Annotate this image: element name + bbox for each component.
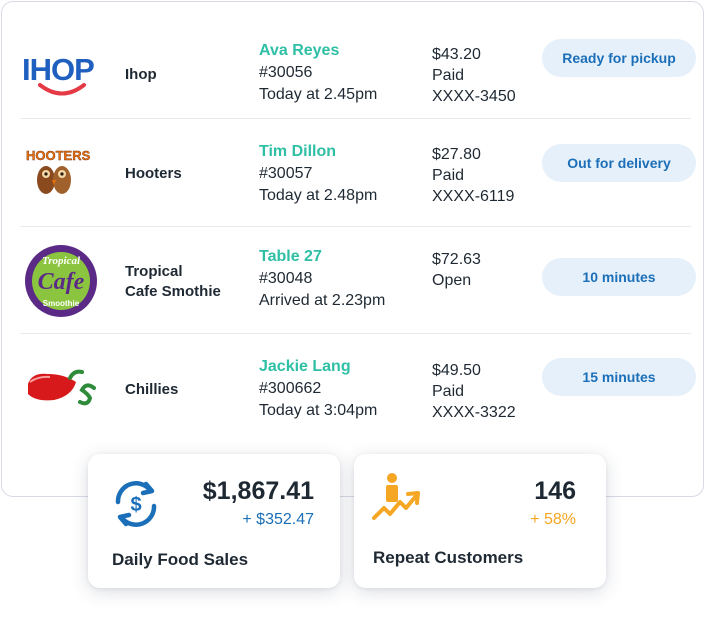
- customer-name: Jackie Lang: [259, 358, 351, 375]
- customer-info: Table 27 #30048 Arrived at 2.23pm: [259, 246, 385, 312]
- svg-text:HOOTERS: HOOTERS: [26, 148, 91, 163]
- ihop-logo: IHOP: [22, 52, 95, 96]
- customer-name: Ava Reyes: [259, 42, 340, 59]
- order-row-ihop[interactable]: IHOP Ihop Ava Reyes #30056 Today at 2.45…: [2, 2, 703, 120]
- customer-info: Ava Reyes #30056 Today at 2.45pm: [259, 40, 377, 106]
- order-amount: $43.20: [432, 46, 481, 63]
- repeat-customers-card[interactable]: 146 + 58% Repeat Customers: [354, 454, 606, 588]
- store-name: Hooters: [125, 165, 182, 182]
- order-time: Arrived at 2.23pm: [259, 292, 386, 309]
- order-time: Today at 2.45pm: [259, 86, 378, 103]
- stat-label: Repeat Customers: [373, 548, 524, 567]
- order-amount: $72.63: [432, 251, 481, 268]
- stat-delta: + 58%: [530, 511, 576, 528]
- store-name: Ihop: [125, 66, 157, 83]
- order-amount: $27.80: [432, 146, 481, 163]
- order-row-tropical-cafe[interactable]: Tropical Cafe Smoothie Tropical Cafe Smo…: [2, 227, 703, 333]
- order-number: #30056: [259, 64, 313, 81]
- order-time: Today at 3:04pm: [259, 402, 378, 419]
- payment-info: $49.50 Paid XXXX-3322: [432, 360, 516, 423]
- card-number: XXXX-6119: [432, 188, 515, 205]
- customer-info: Tim Dillon #30057 Today at 2.48pm: [259, 141, 377, 207]
- person-climbing-stairs-icon: [372, 473, 420, 520]
- payment-status: Paid: [432, 383, 465, 400]
- chilis-pepper-logo: [28, 369, 96, 406]
- payment-info: $27.80 Paid XXXX-6119: [432, 144, 514, 207]
- row-divider: [20, 226, 691, 227]
- order-row-chillies[interactable]: Chillies Jackie Lang #300662 Today at 3:…: [2, 334, 703, 444]
- svg-text:Cafe: Cafe: [38, 269, 85, 295]
- payment-status: Paid: [432, 167, 465, 184]
- svg-text:$: $: [130, 494, 141, 516]
- customer-info: Jackie Lang #300662 Today at 3:04pm: [259, 356, 377, 422]
- order-number: #30048: [259, 270, 313, 287]
- payment-info: $43.20 Paid XXXX-3450: [432, 44, 516, 107]
- status-badge[interactable]: 15 minutes: [542, 358, 696, 396]
- customer-name: Table 27: [259, 248, 322, 265]
- order-number: #300662: [259, 380, 322, 397]
- store-name-line: Tropical: [125, 263, 183, 280]
- hooters-logo: HOOTERS: [26, 148, 91, 194]
- dollar-cycle-icon: $: [115, 481, 157, 527]
- row-divider: [20, 333, 691, 334]
- svg-text:Smoothie: Smoothie: [43, 299, 80, 308]
- stat-delta: + $352.47: [242, 511, 314, 528]
- payment-status: Paid: [432, 67, 465, 84]
- status-badge[interactable]: Out for delivery: [542, 144, 696, 182]
- daily-food-sales-card[interactable]: $ $1,867.41 + $352.47 Daily Food Sales: [88, 454, 340, 588]
- svg-text:Tropical: Tropical: [42, 255, 81, 267]
- order-number: #30057: [259, 165, 313, 182]
- order-time: Today at 2.48pm: [259, 187, 378, 204]
- orders-card: IHOP Ihop Ava Reyes #30056 Today at 2.45…: [1, 1, 704, 497]
- tropical-smoothie-cafe-logo: Tropical Cafe Smoothie: [25, 245, 97, 317]
- card-number: XXXX-3450: [432, 88, 516, 105]
- status-badge[interactable]: Ready for pickup: [542, 39, 696, 77]
- card-number: XXXX-3322: [432, 404, 516, 421]
- store-name: Chillies: [125, 381, 179, 398]
- order-amount: $49.50: [432, 362, 481, 379]
- stat-label: Daily Food Sales: [112, 550, 249, 569]
- status-badge[interactable]: 10 minutes: [542, 258, 696, 296]
- stat-value: 146: [534, 477, 576, 505]
- customer-name: Tim Dillon: [259, 143, 337, 160]
- row-divider: [20, 118, 691, 119]
- store-name-line: Cafe Smothie: [125, 283, 221, 300]
- store-name: Tropical Cafe Smothie: [125, 262, 221, 302]
- order-row-hooters[interactable]: HOOTERS Hooters Tim Dillon #30057 Today …: [2, 120, 703, 226]
- payment-info: $72.63 Open: [432, 249, 481, 291]
- payment-status: Open: [432, 272, 472, 289]
- stat-value: $1,867.41: [202, 477, 314, 505]
- svg-text:IHOP: IHOP: [22, 52, 94, 87]
